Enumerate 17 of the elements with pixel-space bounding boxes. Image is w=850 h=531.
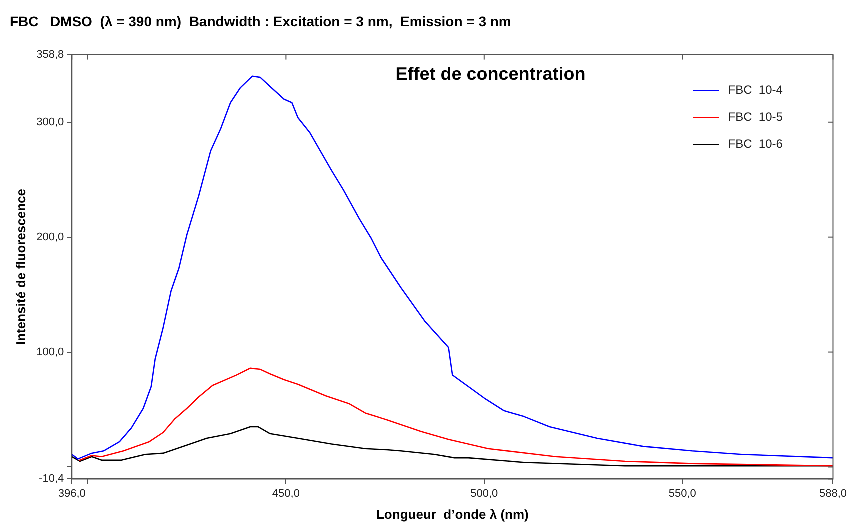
x-tick-label: 396,0 — [58, 488, 86, 500]
y-tick-label: 100,0 — [36, 346, 64, 358]
x-tick-label: 550,0 — [668, 488, 696, 500]
legend-label: FBC 10-5 — [728, 110, 784, 124]
y-axis-title: Intensité de fluorescence — [13, 188, 28, 346]
chart-title: FBC DMSO (λ = 390 nm) Bandwidth : Excitation = 3 nm, Emission = 3 nm — [10, 13, 512, 30]
y-tick-label: 200,0 — [36, 231, 64, 244]
legend-label: FBC 10-4 — [728, 83, 784, 98]
y-tick-label: -10,4 — [39, 473, 64, 486]
text: Effet de concentration — [396, 64, 586, 84]
x-tick-label: 500,0 — [470, 488, 498, 500]
x-tick-label: 450,0 — [272, 488, 300, 500]
y-tick-label: 358,8 — [36, 48, 64, 61]
legend-label: FBC 10-6 — [728, 137, 784, 152]
x-axis-title: Longueur d’onde λ (nm) — [376, 506, 529, 522]
y-tick-label: 300,0 — [36, 116, 64, 128]
x-tick-label: 588,0 — [819, 488, 847, 500]
